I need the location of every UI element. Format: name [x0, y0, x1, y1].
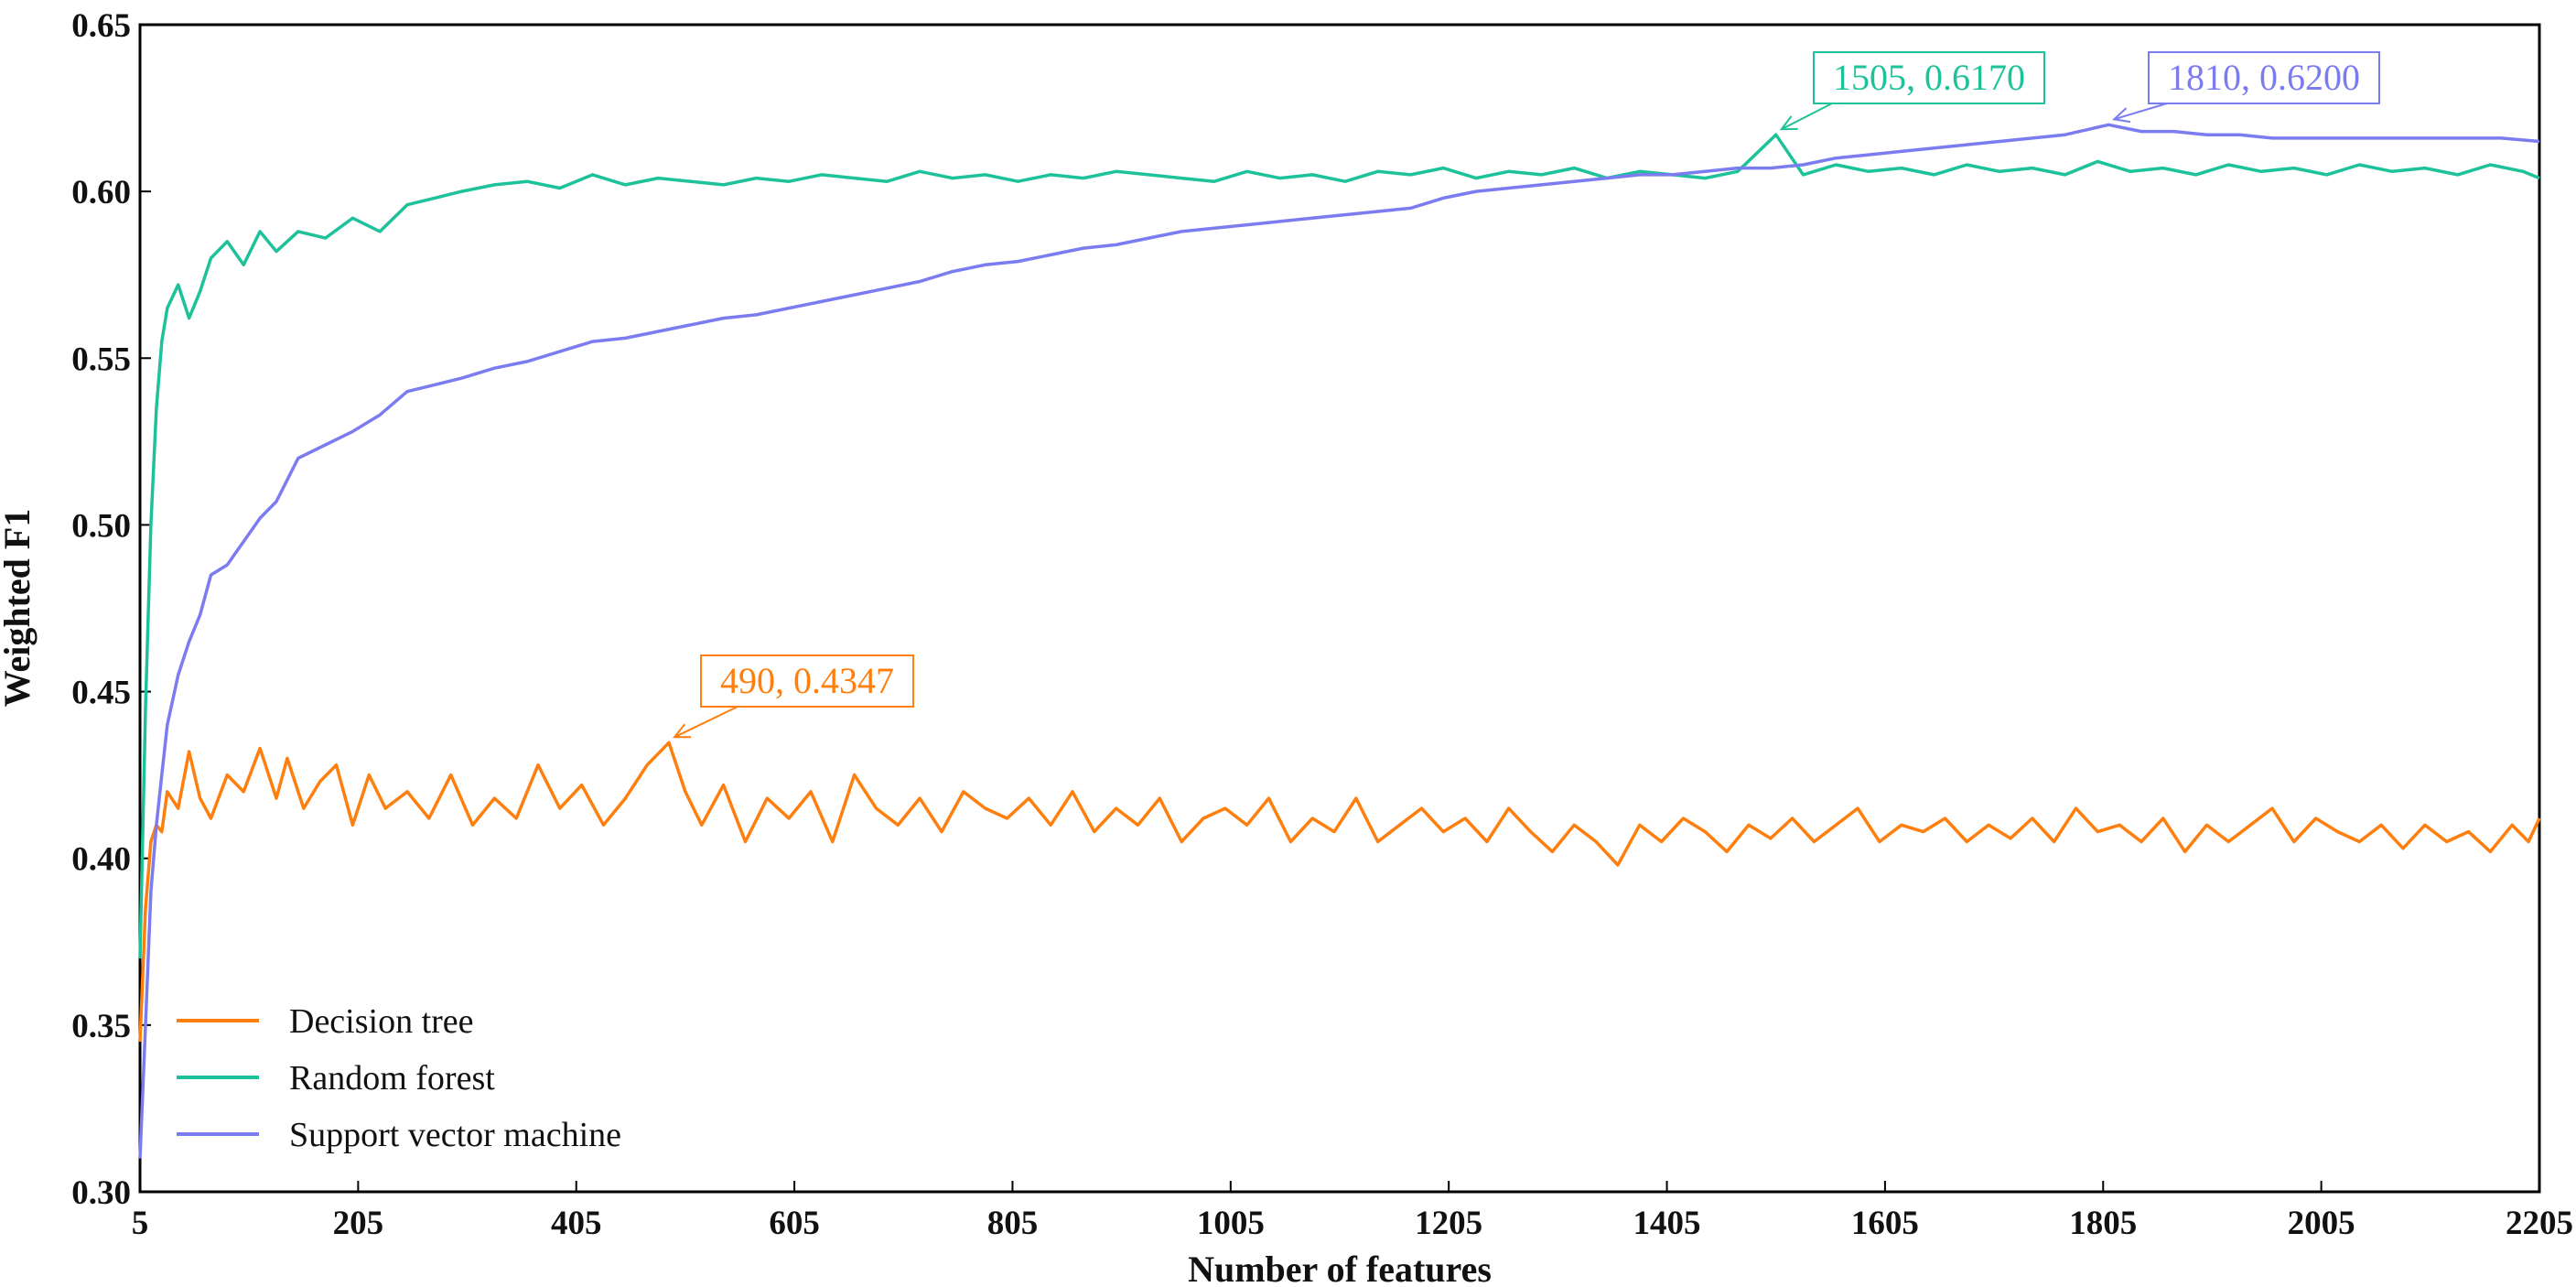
decision-tree-line: [138, 741, 2541, 1043]
annotation-arrow: [2113, 103, 2168, 121]
y-tick-label: 0.40: [71, 841, 131, 879]
y-tick-label: 0.50: [71, 507, 131, 545]
annotation-label: 1810, 0.6200: [2168, 57, 2360, 98]
annotation-label: 1505, 0.6170: [1833, 57, 2025, 98]
legend-label: Support vector machine: [289, 1116, 621, 1154]
legend-label: Decision tree: [289, 1002, 474, 1041]
y-axis-title: Weighted F1: [0, 509, 38, 708]
annotation-arrowhead: [2112, 107, 2131, 124]
x-tick-label: 2205: [2506, 1205, 2573, 1242]
x-tick-label: 1405: [1633, 1205, 1701, 1242]
annotation-label: 490, 0.4347: [720, 660, 894, 701]
plot-frame: [138, 23, 2541, 1194]
peak-annotations: 1505, 0.6170 1810, 0.6200 490, 0.4347: [672, 51, 2380, 739]
y-tick-label: 0.35: [71, 1008, 131, 1045]
legend-label: Random forest: [289, 1059, 495, 1098]
y-tick-label: 0.30: [71, 1174, 131, 1212]
x-axis-title: Number of features: [1188, 1249, 1492, 1287]
x-tick-label: 205: [333, 1205, 384, 1242]
annotation-arrow: [674, 706, 738, 739]
y-axis-ticks: 0.30 0.35 0.40 0.45 0.50 0.55 0.60 0.65: [71, 7, 151, 1212]
annotation-arrow: [1781, 103, 1833, 131]
x-tick-label: 2005: [2288, 1205, 2355, 1242]
y-tick-label: 0.65: [71, 7, 131, 45]
svm-line: [138, 123, 2540, 1159]
x-tick-label: 1805: [2069, 1205, 2137, 1242]
annotation: 1505, 0.6170: [1779, 51, 2045, 131]
legend: Decision tree Random forest Support vector…: [177, 1002, 621, 1154]
x-tick-label: 1605: [1851, 1205, 1919, 1242]
annotation-arrowhead: [672, 723, 692, 739]
x-tick-label: 805: [987, 1205, 1039, 1242]
x-tick-label: 405: [551, 1205, 602, 1242]
annotation: 1810, 0.6200: [2112, 51, 2380, 124]
x-axis-ticks: 5 205 405 605 805 1005 1205 1405 1605 1805 2005 220…: [132, 1181, 2573, 1242]
annotation-box: [2148, 51, 2380, 104]
annotation: 490, 0.4347: [672, 654, 914, 739]
x-tick-label: 1005: [1197, 1205, 1265, 1242]
annotation-arrowhead: [1779, 115, 1798, 131]
y-tick-label: 0.60: [71, 174, 131, 211]
x-tick-label: 1205: [1415, 1205, 1482, 1242]
random-forest-line: [138, 133, 2540, 959]
y-tick-label: 0.45: [71, 675, 131, 712]
x-tick-label: 605: [769, 1205, 820, 1242]
y-tick-label: 0.55: [71, 341, 131, 378]
x-tick-label: 5: [132, 1205, 149, 1242]
annotation-box: [1813, 51, 2045, 104]
annotation-box: [700, 654, 914, 708]
series-lines: [138, 123, 2541, 1159]
